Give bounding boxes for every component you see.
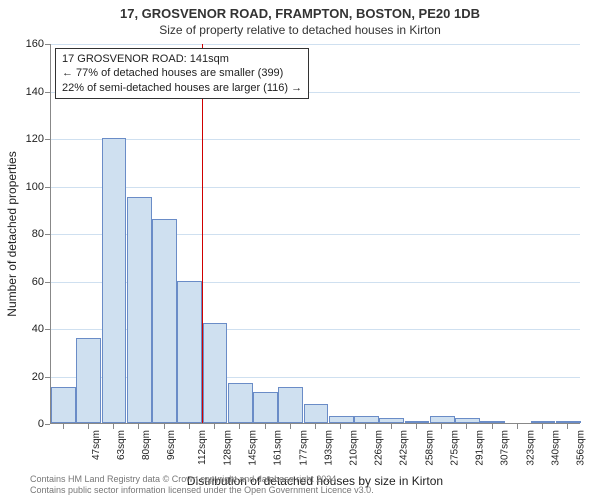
y-tick-label: 140 xyxy=(14,86,44,98)
reference-line xyxy=(202,44,203,423)
y-tick-label: 0 xyxy=(14,418,44,430)
histogram-bar xyxy=(177,281,202,424)
histogram-bar xyxy=(430,416,455,423)
footer-line-2: Contains public sector information licen… xyxy=(30,485,374,496)
x-tick-label: 340sqm xyxy=(550,430,561,466)
x-tick-mark xyxy=(365,424,366,429)
x-tick-mark xyxy=(416,424,417,429)
x-tick-label: 291sqm xyxy=(475,430,486,466)
histogram-bar xyxy=(278,387,303,423)
y-tick-mark xyxy=(45,377,50,378)
x-tick-mark xyxy=(492,424,493,429)
annotation-line: 17 GROSVENOR ROAD: 141sqm xyxy=(62,52,302,66)
histogram-bar xyxy=(127,197,152,423)
histogram-bar xyxy=(203,323,228,423)
histogram-bar xyxy=(379,418,404,423)
x-tick-label: 96sqm xyxy=(166,430,177,460)
x-tick-mark xyxy=(391,424,392,429)
x-tick-label: 161sqm xyxy=(273,430,284,466)
x-tick-label: 193sqm xyxy=(323,430,334,466)
histogram-bar xyxy=(152,219,177,423)
histogram-bar xyxy=(304,404,329,423)
x-tick-mark xyxy=(567,424,568,429)
histogram-bar xyxy=(531,421,556,423)
x-tick-label: 356sqm xyxy=(576,430,587,466)
y-axis-label: Number of detached properties xyxy=(5,151,19,316)
chart-title: 17, GROSVENOR ROAD, FRAMPTON, BOSTON, PE… xyxy=(0,0,600,21)
x-tick-label: 128sqm xyxy=(222,430,233,466)
x-tick-label: 323sqm xyxy=(525,430,536,466)
histogram-bar xyxy=(329,416,354,423)
x-tick-mark xyxy=(466,424,467,429)
x-tick-mark xyxy=(441,424,442,429)
y-tick-mark xyxy=(45,139,50,140)
x-tick-mark xyxy=(63,424,64,429)
x-tick-mark xyxy=(164,424,165,429)
x-tick-label: 177sqm xyxy=(298,430,309,466)
y-tick-mark xyxy=(45,424,50,425)
x-tick-mark xyxy=(239,424,240,429)
x-tick-mark xyxy=(138,424,139,429)
x-tick-label: 275sqm xyxy=(450,430,461,466)
x-tick-label: 242sqm xyxy=(399,430,410,466)
histogram-bar xyxy=(76,338,101,424)
histogram-bar xyxy=(455,418,480,423)
annotation-line: ← 77% of detached houses are smaller (39… xyxy=(62,66,302,80)
footer-line-1: Contains HM Land Registry data © Crown c… xyxy=(30,474,374,485)
histogram-bar xyxy=(102,138,127,423)
x-tick-label: 80sqm xyxy=(141,430,152,460)
y-tick-mark xyxy=(45,44,50,45)
chart-subtitle: Size of property relative to detached ho… xyxy=(0,21,600,37)
y-tick-mark xyxy=(45,282,50,283)
x-tick-label: 258sqm xyxy=(424,430,435,466)
y-tick-mark xyxy=(45,329,50,330)
x-tick-mark xyxy=(214,424,215,429)
y-tick-label: 120 xyxy=(14,133,44,145)
x-tick-label: 63sqm xyxy=(116,430,127,460)
histogram-bar xyxy=(405,421,430,423)
plot-area: 17 GROSVENOR ROAD: 141sqm← 77% of detach… xyxy=(50,44,580,424)
histogram-bar xyxy=(556,421,581,423)
histogram-bar xyxy=(354,416,379,423)
x-tick-mark xyxy=(189,424,190,429)
y-tick-label: 20 xyxy=(14,371,44,383)
histogram-bar xyxy=(253,392,278,423)
histogram-bar xyxy=(51,387,76,423)
x-tick-label: 145sqm xyxy=(248,430,259,466)
x-tick-mark xyxy=(88,424,89,429)
x-tick-mark xyxy=(340,424,341,429)
y-tick-label: 160 xyxy=(14,38,44,50)
x-tick-label: 307sqm xyxy=(500,430,511,466)
x-tick-label: 47sqm xyxy=(91,430,102,460)
footer-attribution: Contains HM Land Registry data © Crown c… xyxy=(30,474,374,496)
histogram-bar xyxy=(480,421,505,423)
histogram-bar xyxy=(228,383,253,423)
y-tick-mark xyxy=(45,234,50,235)
annotation-box: 17 GROSVENOR ROAD: 141sqm← 77% of detach… xyxy=(55,48,309,99)
y-tick-label: 40 xyxy=(14,323,44,335)
y-tick-mark xyxy=(45,92,50,93)
x-tick-mark xyxy=(113,424,114,429)
x-tick-label: 226sqm xyxy=(374,430,385,466)
x-tick-mark xyxy=(290,424,291,429)
annotation-line: 22% of semi-detached houses are larger (… xyxy=(62,81,302,95)
x-tick-label: 112sqm xyxy=(196,430,207,465)
x-tick-label: 210sqm xyxy=(349,430,360,466)
y-tick-mark xyxy=(45,187,50,188)
x-tick-mark xyxy=(542,424,543,429)
x-tick-mark xyxy=(315,424,316,429)
x-tick-mark xyxy=(265,424,266,429)
x-tick-mark xyxy=(517,424,518,429)
